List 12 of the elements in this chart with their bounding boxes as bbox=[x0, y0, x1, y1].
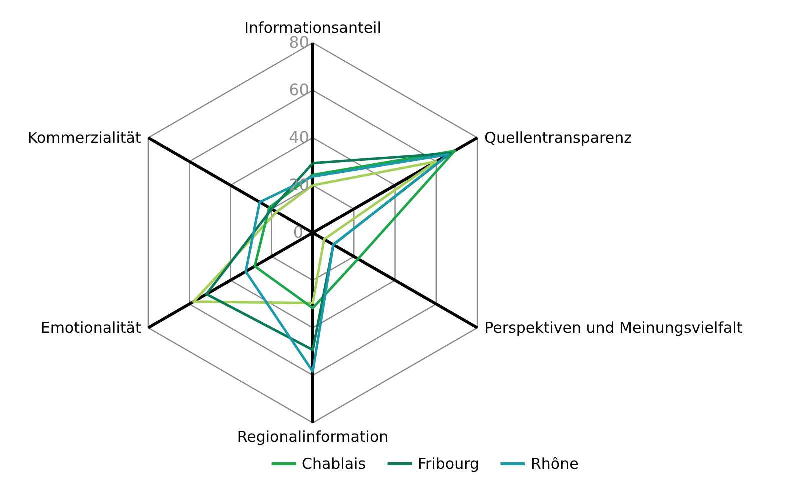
y-tick-label: 20 bbox=[289, 176, 310, 194]
y-tick-label: 60 bbox=[289, 80, 310, 100]
legend-label: Rhône bbox=[531, 455, 579, 473]
spoke-label: Emotionalität bbox=[40, 319, 142, 337]
legend-label: Chablais bbox=[302, 455, 366, 473]
spoke-label: Perspektiven und Meinungsvielfalt bbox=[484, 319, 743, 337]
y-tick-label: 40 bbox=[289, 128, 310, 147]
legend-label: Fribourg bbox=[418, 455, 480, 473]
y-tick-label: 0 bbox=[293, 223, 304, 242]
spoke-label: Kommerzialität bbox=[28, 129, 142, 147]
spoke-label: Quellentransparenz bbox=[484, 129, 632, 147]
spoke-label: Regionalinformation bbox=[237, 428, 389, 446]
